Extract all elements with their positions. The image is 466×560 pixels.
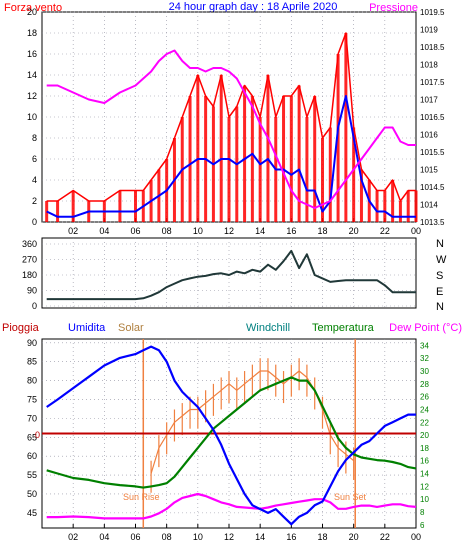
y-tick-label-wind: 2: [32, 196, 37, 206]
y-tick-label-pressure: 1015: [420, 166, 438, 175]
y-tick-label-temperature: 34: [420, 341, 429, 350]
y-tick-label-direction: 90: [27, 286, 37, 296]
x-tick-label-temp: 08: [162, 532, 172, 542]
x-tick-label-wind: 00: [411, 226, 421, 236]
y-tick-label-temperature: 16: [420, 457, 429, 466]
x-tick-label-temp: 10: [193, 532, 203, 542]
legend-windchill: Windchill: [246, 322, 290, 334]
x-tick-label-wind: 12: [224, 226, 234, 236]
y-tick-label-temperature: 10: [420, 495, 429, 504]
y-tick-label-temperature: 14: [420, 470, 429, 479]
y-tick-label-direction: 360: [22, 239, 37, 249]
y-tick-label-temperature: 8: [420, 508, 425, 517]
y-tick-label-humidity: 90: [27, 338, 37, 348]
y-tick-label-temperature: 12: [420, 482, 429, 491]
y-tick-label-humidity: 55: [27, 470, 37, 480]
y-tick-label-pressure: 1013.5: [420, 218, 445, 227]
y-tick-label-humidity: 70: [27, 413, 37, 423]
x-tick-label-wind: 10: [193, 226, 203, 236]
y-tick-label-temperature: 24: [420, 405, 429, 414]
y-tick-label-pressure: 1017: [420, 96, 438, 105]
dir-label-w: W: [436, 254, 447, 266]
x-tick-label-wind: 16: [286, 226, 296, 236]
y-tick-label-pressure: 1016.5: [420, 113, 445, 122]
x-tick-label-wind: 04: [99, 226, 109, 236]
y-tick-label-pressure: 1014: [420, 201, 438, 210]
dir-label-n2: N: [436, 301, 444, 313]
y-tick-label-wind: 20: [27, 7, 37, 17]
x-tick-label-temp: 16: [286, 532, 296, 542]
legend-solar: Solar: [118, 322, 144, 334]
y-tick-label-pressure: 1017.5: [420, 78, 445, 87]
y-tick-label-pressure: 1016: [420, 131, 438, 140]
rain-zero-label: 0: [35, 430, 40, 440]
x-tick-label-wind: 02: [68, 226, 78, 236]
y-tick-label-humidity: 50: [27, 489, 37, 499]
x-tick-label-temp: 22: [380, 532, 390, 542]
y-tick-label-pressure: 1019.5: [420, 8, 445, 17]
y-tick-label-temperature: 32: [420, 354, 429, 363]
legend-humidity: Umidita: [68, 322, 106, 334]
x-tick-label-temp: 06: [130, 532, 140, 542]
y-tick-label-direction: 270: [22, 255, 37, 265]
y-tick-label-pressure: 1015.5: [420, 148, 445, 157]
legend-dewpoint: Dew Point (°C): [389, 322, 462, 334]
x-tick-label-wind: 06: [130, 226, 140, 236]
dir-label-n1: N: [436, 238, 444, 250]
chart-marks: [42, 33, 416, 528]
y-tick-label-pressure: 1018: [420, 61, 438, 70]
y-tick-label-wind: 18: [27, 28, 37, 38]
y-tick-label-temperature: 18: [420, 444, 429, 453]
y-tick-label-wind: 14: [27, 70, 37, 80]
y-tick-label-humidity: 60: [27, 451, 37, 461]
dir-label-s: S: [436, 270, 443, 282]
y-tick-label-pressure: 1019: [420, 26, 438, 35]
x-tick-label-temp: 18: [317, 532, 327, 542]
x-tick-label-wind: 20: [349, 226, 359, 236]
y-tick-label-temperature: 20: [420, 431, 429, 440]
y-tick-label-direction: 180: [22, 270, 37, 280]
y-tick-label-pressure: 1018.5: [420, 43, 445, 52]
y-tick-label-wind: 16: [27, 49, 37, 59]
x-tick-label-temp: 12: [224, 532, 234, 542]
y-tick-label-humidity: 45: [27, 508, 37, 518]
dir-label-e: E: [436, 286, 443, 298]
y-tick-label-humidity: 85: [27, 357, 37, 367]
y-tick-label-wind: 6: [32, 154, 37, 164]
y-tick-label-wind: 12: [27, 91, 37, 101]
y-tick-label-wind: 0: [32, 217, 37, 227]
axis-ticks: 024681012141618201013.510141014.51015101…: [22, 7, 445, 542]
x-tick-label-temp: 14: [255, 532, 265, 542]
y-tick-label-direction: 0: [32, 301, 37, 311]
x-tick-label-temp: 00: [411, 532, 421, 542]
y-tick-label-wind: 8: [32, 133, 37, 143]
x-tick-label-wind: 18: [317, 226, 327, 236]
x-tick-label-temp: 02: [68, 532, 78, 542]
y-tick-label-temperature: 28: [420, 380, 429, 389]
x-tick-label-temp: 04: [99, 532, 109, 542]
sunset-label: Sun Set: [334, 492, 367, 502]
y-tick-label-pressure: 1014.5: [420, 183, 445, 192]
x-tick-label-wind: 22: [380, 226, 390, 236]
x-tick-label-wind: 14: [255, 226, 265, 236]
legend-rain: Pioggia: [2, 322, 40, 334]
sunrise-label: Sun Rise: [123, 492, 160, 502]
legend-temperature: Temperatura: [312, 322, 375, 334]
y-tick-label-temperature: 30: [420, 367, 429, 376]
y-tick-label-temperature: 26: [420, 393, 429, 402]
y-tick-label-temperature: 22: [420, 418, 429, 427]
grid-dots: [42, 12, 416, 528]
y-tick-label-humidity: 80: [27, 376, 37, 386]
graph-title: 24 hour graph day : 18 Aprile 2020: [169, 1, 338, 13]
y-tick-label-humidity: 75: [27, 394, 37, 404]
x-tick-label-temp: 20: [349, 532, 359, 542]
y-tick-label-wind: 10: [27, 112, 37, 122]
y-tick-label-wind: 4: [32, 175, 37, 185]
y-tick-label-temperature: 6: [420, 521, 425, 530]
direction-plot-frame: [42, 238, 416, 308]
x-tick-label-wind: 08: [162, 226, 172, 236]
